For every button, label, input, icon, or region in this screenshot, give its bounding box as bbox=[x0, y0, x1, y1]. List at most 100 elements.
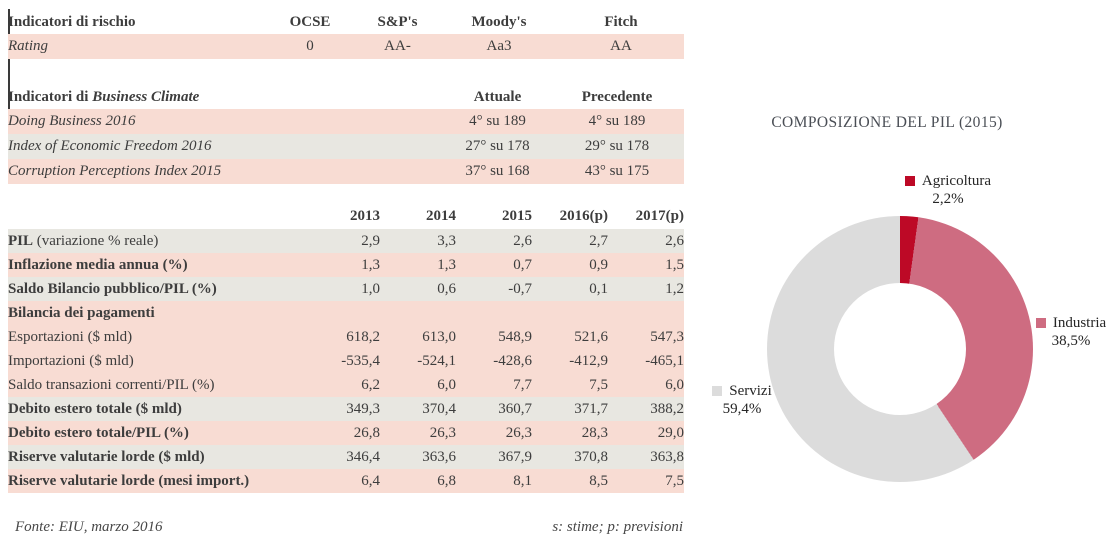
cell-value: 8,5 bbox=[589, 472, 608, 489]
business-climate-table: Indicatori di Business Climate Attuale P… bbox=[8, 85, 684, 184]
cell-value: 370,4 bbox=[422, 400, 456, 417]
cell-value: -535,4 bbox=[341, 352, 380, 369]
cell-value: -465,1 bbox=[645, 352, 684, 369]
year-header: 2017(p) bbox=[635, 208, 684, 225]
row-label-strong: Bilancia dei pagamenti bbox=[8, 304, 155, 321]
table-row-riserve-valutarie: Riserve valutarie lorde ($ mld) 346,4 36… bbox=[8, 445, 684, 469]
cell-value: 1,0 bbox=[361, 280, 380, 297]
estimates-note: s: stime; p: previsioni bbox=[552, 519, 683, 535]
row-label: Bilancia dei pagamenti bbox=[8, 301, 304, 325]
cell-value: 29,0 bbox=[657, 424, 684, 441]
row-label: Index of Economic Freedom 2016 bbox=[8, 138, 212, 155]
cell-value: 26,3 bbox=[429, 424, 456, 441]
cell-value: -412,9 bbox=[569, 352, 608, 369]
rating-moodys: Aa3 bbox=[486, 38, 512, 55]
row-label: Debito estero totale/PIL (%) bbox=[8, 421, 304, 445]
table-row-bilancia-pagamenti: Bilancia dei pagamenti bbox=[8, 301, 684, 325]
risk-header-row: Indicatori di rischio OCSE S&P's Moody's… bbox=[8, 10, 684, 34]
attuale-value: 4° su 189 bbox=[469, 113, 526, 130]
table-row-debito-estero-pil: Debito estero totale/PIL (%) 26,8 26,3 2… bbox=[8, 421, 684, 445]
row-label: Riserve valutarie lorde ($ mld) bbox=[8, 445, 304, 469]
cell-value: 349,3 bbox=[346, 400, 380, 417]
industria-swatch-icon bbox=[1035, 317, 1046, 328]
year-header: 2013 bbox=[350, 208, 380, 225]
legend-value: 59,4% bbox=[722, 401, 762, 417]
year-header: 2015 bbox=[502, 208, 532, 225]
cell-value: 0,6 bbox=[437, 280, 456, 297]
cell-value: 2,6 bbox=[665, 232, 684, 249]
row-label: PIL (variazione % reale) bbox=[8, 229, 304, 253]
cell-value bbox=[304, 301, 380, 325]
column-header-attuale: Attuale bbox=[473, 88, 522, 105]
row-label-plain: Esportazioni ($ mld) bbox=[8, 328, 133, 345]
cell-value: 6,0 bbox=[437, 376, 456, 393]
table-row-corruption-perceptions: Corruption Perceptions Index 2015 37° su… bbox=[8, 159, 684, 184]
empty-corner-cell bbox=[8, 204, 304, 229]
cell-value: 547,3 bbox=[650, 328, 684, 345]
cell-value bbox=[608, 301, 684, 325]
cell-value: 548,9 bbox=[498, 328, 532, 345]
legend-label: Servizi bbox=[729, 383, 772, 399]
precedente-value: 29° su 178 bbox=[584, 138, 650, 155]
cell-value: 388,2 bbox=[650, 400, 684, 417]
cell-value: 7,7 bbox=[513, 376, 532, 393]
column-header-moodys: Moody's bbox=[471, 13, 527, 30]
table-row-esportazioni: Esportazioni ($ mld) 618,2 613,0 548,9 5… bbox=[8, 325, 684, 349]
cell-value: 363,8 bbox=[650, 448, 684, 465]
rating-ocse: 0 bbox=[306, 38, 314, 55]
cell-value: 370,8 bbox=[574, 448, 608, 465]
row-label-strong: PIL bbox=[8, 232, 34, 249]
legend-line: Industria bbox=[1026, 314, 1115, 332]
rating-fitch: AA bbox=[610, 38, 632, 55]
years-header-row: 2013 2014 2015 2016(p) 2017(p) bbox=[8, 204, 684, 229]
cell-value: 1,3 bbox=[437, 256, 456, 273]
risk-indicators-table: Indicatori di rischio OCSE S&P's Moody's… bbox=[8, 10, 684, 59]
rating-row: Rating 0 AA- Aa3 AA bbox=[8, 34, 684, 59]
row-label-strong: Saldo Bilancio pubblico/PIL (%) bbox=[8, 280, 217, 297]
cell-value: -0,7 bbox=[508, 280, 532, 297]
cell-value: -524,1 bbox=[417, 352, 456, 369]
table-row-importazioni: Importazioni ($ mld) -535,4 -524,1 -428,… bbox=[8, 349, 684, 373]
servizi-swatch-icon bbox=[712, 385, 723, 396]
legend-agricoltura: Agricoltura 2,2% bbox=[860, 172, 1036, 208]
agricoltura-swatch-icon bbox=[904, 175, 915, 186]
legend-industria: Industria 38,5% bbox=[1026, 314, 1115, 350]
legend-value: 2,2% bbox=[932, 191, 964, 207]
business-climate-header-row: Indicatori di Business Climate Attuale P… bbox=[8, 85, 684, 109]
chart-title: COMPOSIZIONE DEL PIL (2015) bbox=[771, 114, 1003, 131]
table-row-saldo-transazioni: Saldo transazioni correnti/PIL (%) 6,2 6… bbox=[8, 373, 684, 397]
row-label: Inflazione media annua (%) bbox=[8, 253, 304, 277]
legend-value: 38,5% bbox=[1051, 333, 1091, 349]
cell-value: 2,6 bbox=[513, 232, 532, 249]
title-emphasis: Business Climate bbox=[92, 88, 200, 105]
cell-value: 6,4 bbox=[361, 472, 380, 489]
year-header: 2016(p) bbox=[559, 208, 608, 225]
row-label: Debito estero totale ($ mld) bbox=[8, 397, 304, 421]
row-label-strong: Riserve valutarie lorde (mesi import.) bbox=[8, 472, 250, 489]
row-label: Saldo transazioni correnti/PIL (%) bbox=[8, 373, 304, 397]
business-climate-title: Indicatori di Business Climate bbox=[8, 85, 445, 109]
row-label: Saldo Bilancio pubblico/PIL (%) bbox=[8, 277, 304, 301]
column-header-fitch: Fitch bbox=[604, 13, 638, 30]
cell-value: 7,5 bbox=[665, 472, 684, 489]
cell-value: 371,7 bbox=[574, 400, 608, 417]
legend-line: Servizi bbox=[694, 382, 790, 400]
row-label-strong: Inflazione media annua (%) bbox=[8, 256, 188, 273]
cell-value: 613,0 bbox=[422, 328, 456, 345]
column-header-sp: S&P's bbox=[377, 13, 418, 30]
cell-value: 0,7 bbox=[513, 256, 532, 273]
rating-sp: AA- bbox=[384, 38, 411, 55]
table-row-saldo-bilancio: Saldo Bilancio pubblico/PIL (%) 1,0 0,6 … bbox=[8, 277, 684, 301]
cell-value: 360,7 bbox=[498, 400, 532, 417]
cell-value: 6,0 bbox=[665, 376, 684, 393]
legend-line: Agricoltura bbox=[860, 172, 1036, 190]
cell-value: -428,6 bbox=[493, 352, 532, 369]
cell-value: 1,5 bbox=[665, 256, 684, 273]
attuale-value: 27° su 178 bbox=[465, 138, 530, 155]
cell-value: 3,3 bbox=[437, 232, 456, 249]
cell-value: 1,3 bbox=[361, 256, 380, 273]
precedente-value: 4° su 189 bbox=[588, 113, 646, 130]
cell-value bbox=[456, 301, 532, 325]
cell-value: 26,8 bbox=[353, 424, 380, 441]
attuale-value: 37° su 168 bbox=[465, 163, 530, 180]
